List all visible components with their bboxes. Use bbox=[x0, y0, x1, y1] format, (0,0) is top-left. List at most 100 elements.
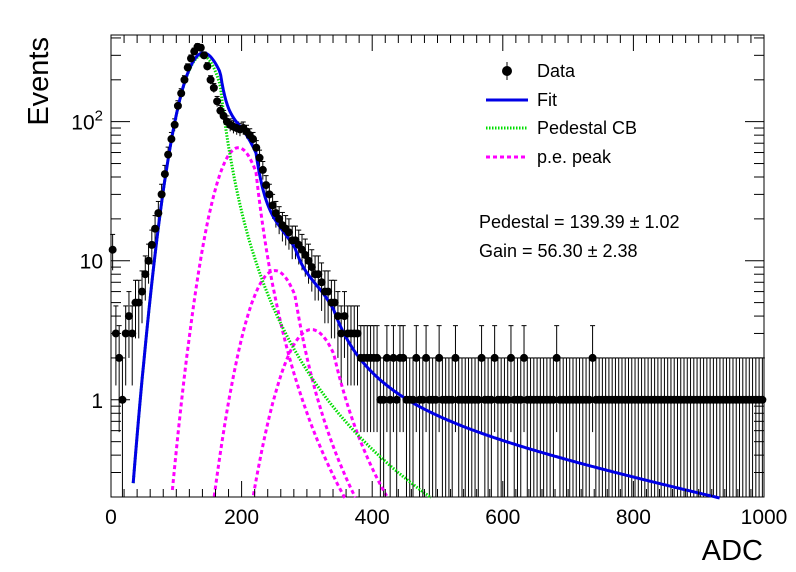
fit-curve-layer bbox=[131, 51, 720, 500]
x-tick-label: 800 bbox=[616, 506, 651, 529]
data-point bbox=[209, 83, 218, 92]
data-point bbox=[154, 209, 163, 218]
data-point bbox=[258, 165, 267, 174]
data-point bbox=[392, 395, 401, 404]
data-point bbox=[353, 329, 362, 338]
data-point bbox=[337, 329, 346, 338]
data-point bbox=[200, 51, 209, 60]
data-point bbox=[173, 101, 182, 110]
data-point bbox=[520, 353, 529, 362]
data-point bbox=[268, 201, 277, 210]
data-point bbox=[477, 353, 486, 362]
x-tick-label: 600 bbox=[485, 506, 520, 529]
data-point bbox=[506, 353, 515, 362]
data-point bbox=[333, 312, 342, 321]
data-point bbox=[170, 120, 179, 129]
data-point bbox=[186, 54, 195, 63]
data-point bbox=[203, 62, 212, 71]
legend: Data Fit Pedestal CB p.e. peak bbox=[486, 61, 637, 167]
data-point bbox=[265, 190, 274, 199]
data-point bbox=[284, 228, 293, 237]
pe-peak-curve-1 bbox=[170, 146, 347, 499]
data-point bbox=[147, 240, 156, 249]
data-point bbox=[138, 287, 147, 296]
x-tick-label: 400 bbox=[355, 506, 390, 529]
pe-peak-curve-3 bbox=[251, 328, 388, 497]
data-point bbox=[451, 353, 460, 362]
pedestal-annotation: Pedestal = 139.39 ± 1.02 bbox=[479, 212, 680, 232]
data-point bbox=[255, 153, 264, 162]
data-point bbox=[128, 329, 137, 338]
pe-curves-layer bbox=[170, 146, 388, 499]
data-point bbox=[422, 353, 431, 362]
data-point bbox=[134, 298, 143, 307]
data-point bbox=[474, 395, 483, 404]
data-point bbox=[213, 97, 222, 106]
tick-labels-layer: 0 200 400 600 800 1000 1 10 102 bbox=[71, 108, 787, 529]
data-point bbox=[249, 135, 258, 144]
legend-label-pe-peak: p.e. peak bbox=[537, 147, 612, 167]
data-point bbox=[304, 256, 313, 265]
data-point bbox=[588, 353, 597, 362]
data-point bbox=[183, 63, 192, 72]
data-point bbox=[124, 312, 133, 321]
data-point bbox=[386, 395, 395, 404]
data-point bbox=[262, 181, 271, 190]
legend-item-fit: Fit bbox=[486, 90, 557, 110]
legend-label-fit: Fit bbox=[537, 90, 557, 110]
data-point bbox=[431, 395, 440, 404]
data-point bbox=[516, 395, 525, 404]
y-tick-label: 10 bbox=[80, 251, 103, 274]
x-tick-label: 0 bbox=[105, 506, 117, 529]
data-point bbox=[379, 395, 388, 404]
data-point bbox=[196, 43, 205, 52]
data-point bbox=[121, 329, 130, 338]
data-point bbox=[108, 245, 117, 254]
data-point bbox=[164, 150, 173, 159]
y-tick-label: 102 bbox=[71, 108, 103, 135]
x-tick-label: 200 bbox=[224, 506, 259, 529]
legend-item-pedestal: Pedestal CB bbox=[486, 118, 637, 138]
axis-ticks-layer bbox=[110, 35, 765, 498]
legend-label-pedestal: Pedestal CB bbox=[537, 118, 637, 138]
pe-peak-curve-2 bbox=[212, 269, 357, 498]
data-point bbox=[418, 395, 427, 404]
legend-item-data: Data bbox=[502, 61, 576, 81]
y-tick-label: 1 bbox=[91, 390, 103, 413]
data-point bbox=[585, 395, 594, 404]
data-point bbox=[412, 353, 421, 362]
data-point bbox=[314, 270, 323, 279]
data-point bbox=[435, 353, 444, 362]
data-point bbox=[177, 89, 186, 98]
data-point bbox=[399, 353, 408, 362]
gain-annotation: Gain = 56.30 ± 2.38 bbox=[479, 241, 638, 261]
data-point bbox=[503, 395, 512, 404]
data-point bbox=[552, 353, 561, 362]
data-markers-layer bbox=[108, 42, 767, 404]
data-point bbox=[275, 214, 284, 223]
data-point bbox=[307, 263, 316, 272]
data-point bbox=[206, 75, 215, 84]
data-point bbox=[487, 395, 496, 404]
x-axis-title: ADC bbox=[702, 535, 763, 567]
fit-curve bbox=[131, 51, 720, 500]
data-point bbox=[448, 395, 457, 404]
data-point bbox=[167, 135, 176, 144]
data-point bbox=[490, 353, 499, 362]
data-point bbox=[141, 270, 150, 279]
data-point bbox=[324, 287, 333, 296]
data-point bbox=[157, 190, 166, 199]
data-point bbox=[389, 353, 398, 362]
y-axis-title: Events bbox=[23, 37, 55, 126]
data-point bbox=[151, 224, 160, 233]
data-point bbox=[144, 256, 153, 265]
legend-item-pe-peak: p.e. peak bbox=[486, 147, 612, 167]
legend-data-marker bbox=[502, 66, 512, 76]
data-point bbox=[409, 395, 418, 404]
data-point bbox=[160, 170, 169, 179]
data-point bbox=[382, 353, 391, 362]
data-point bbox=[549, 395, 558, 404]
data-point bbox=[373, 353, 382, 362]
data-point bbox=[330, 298, 339, 307]
